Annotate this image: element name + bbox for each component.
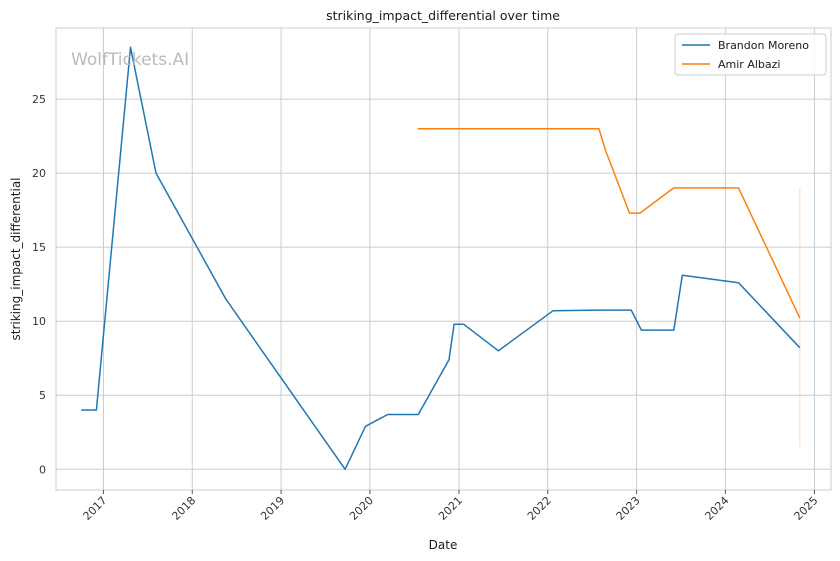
y-tick-label: 10 (32, 315, 46, 328)
y-tick-label: 25 (32, 93, 46, 106)
series-line (81, 46, 801, 471)
y-tick-label: 5 (39, 389, 46, 402)
series-line (417, 127, 801, 319)
y-tick-label: 15 (32, 241, 46, 254)
legend-label: Amir Albazi (718, 58, 780, 71)
grid-lines (56, 28, 831, 490)
y-tick-labels: 0 5 10 15 20 25 (32, 93, 46, 476)
watermark: WolfTickets.AI (71, 50, 189, 70)
y-axis-label: striking_impact_differential (9, 177, 23, 340)
y-tick-label: 0 (39, 463, 46, 476)
x-axis-label: Date (429, 538, 458, 552)
plot-frame (55, 27, 832, 491)
chart-title: striking_impact_differential over time (326, 8, 560, 23)
legend: Brandon Moreno Amir Albazi (674, 33, 827, 76)
legend-box (674, 33, 827, 76)
y-tick-label: 20 (32, 167, 46, 180)
series-layer (81, 46, 801, 471)
legend-label: Brandon Moreno (718, 39, 809, 52)
